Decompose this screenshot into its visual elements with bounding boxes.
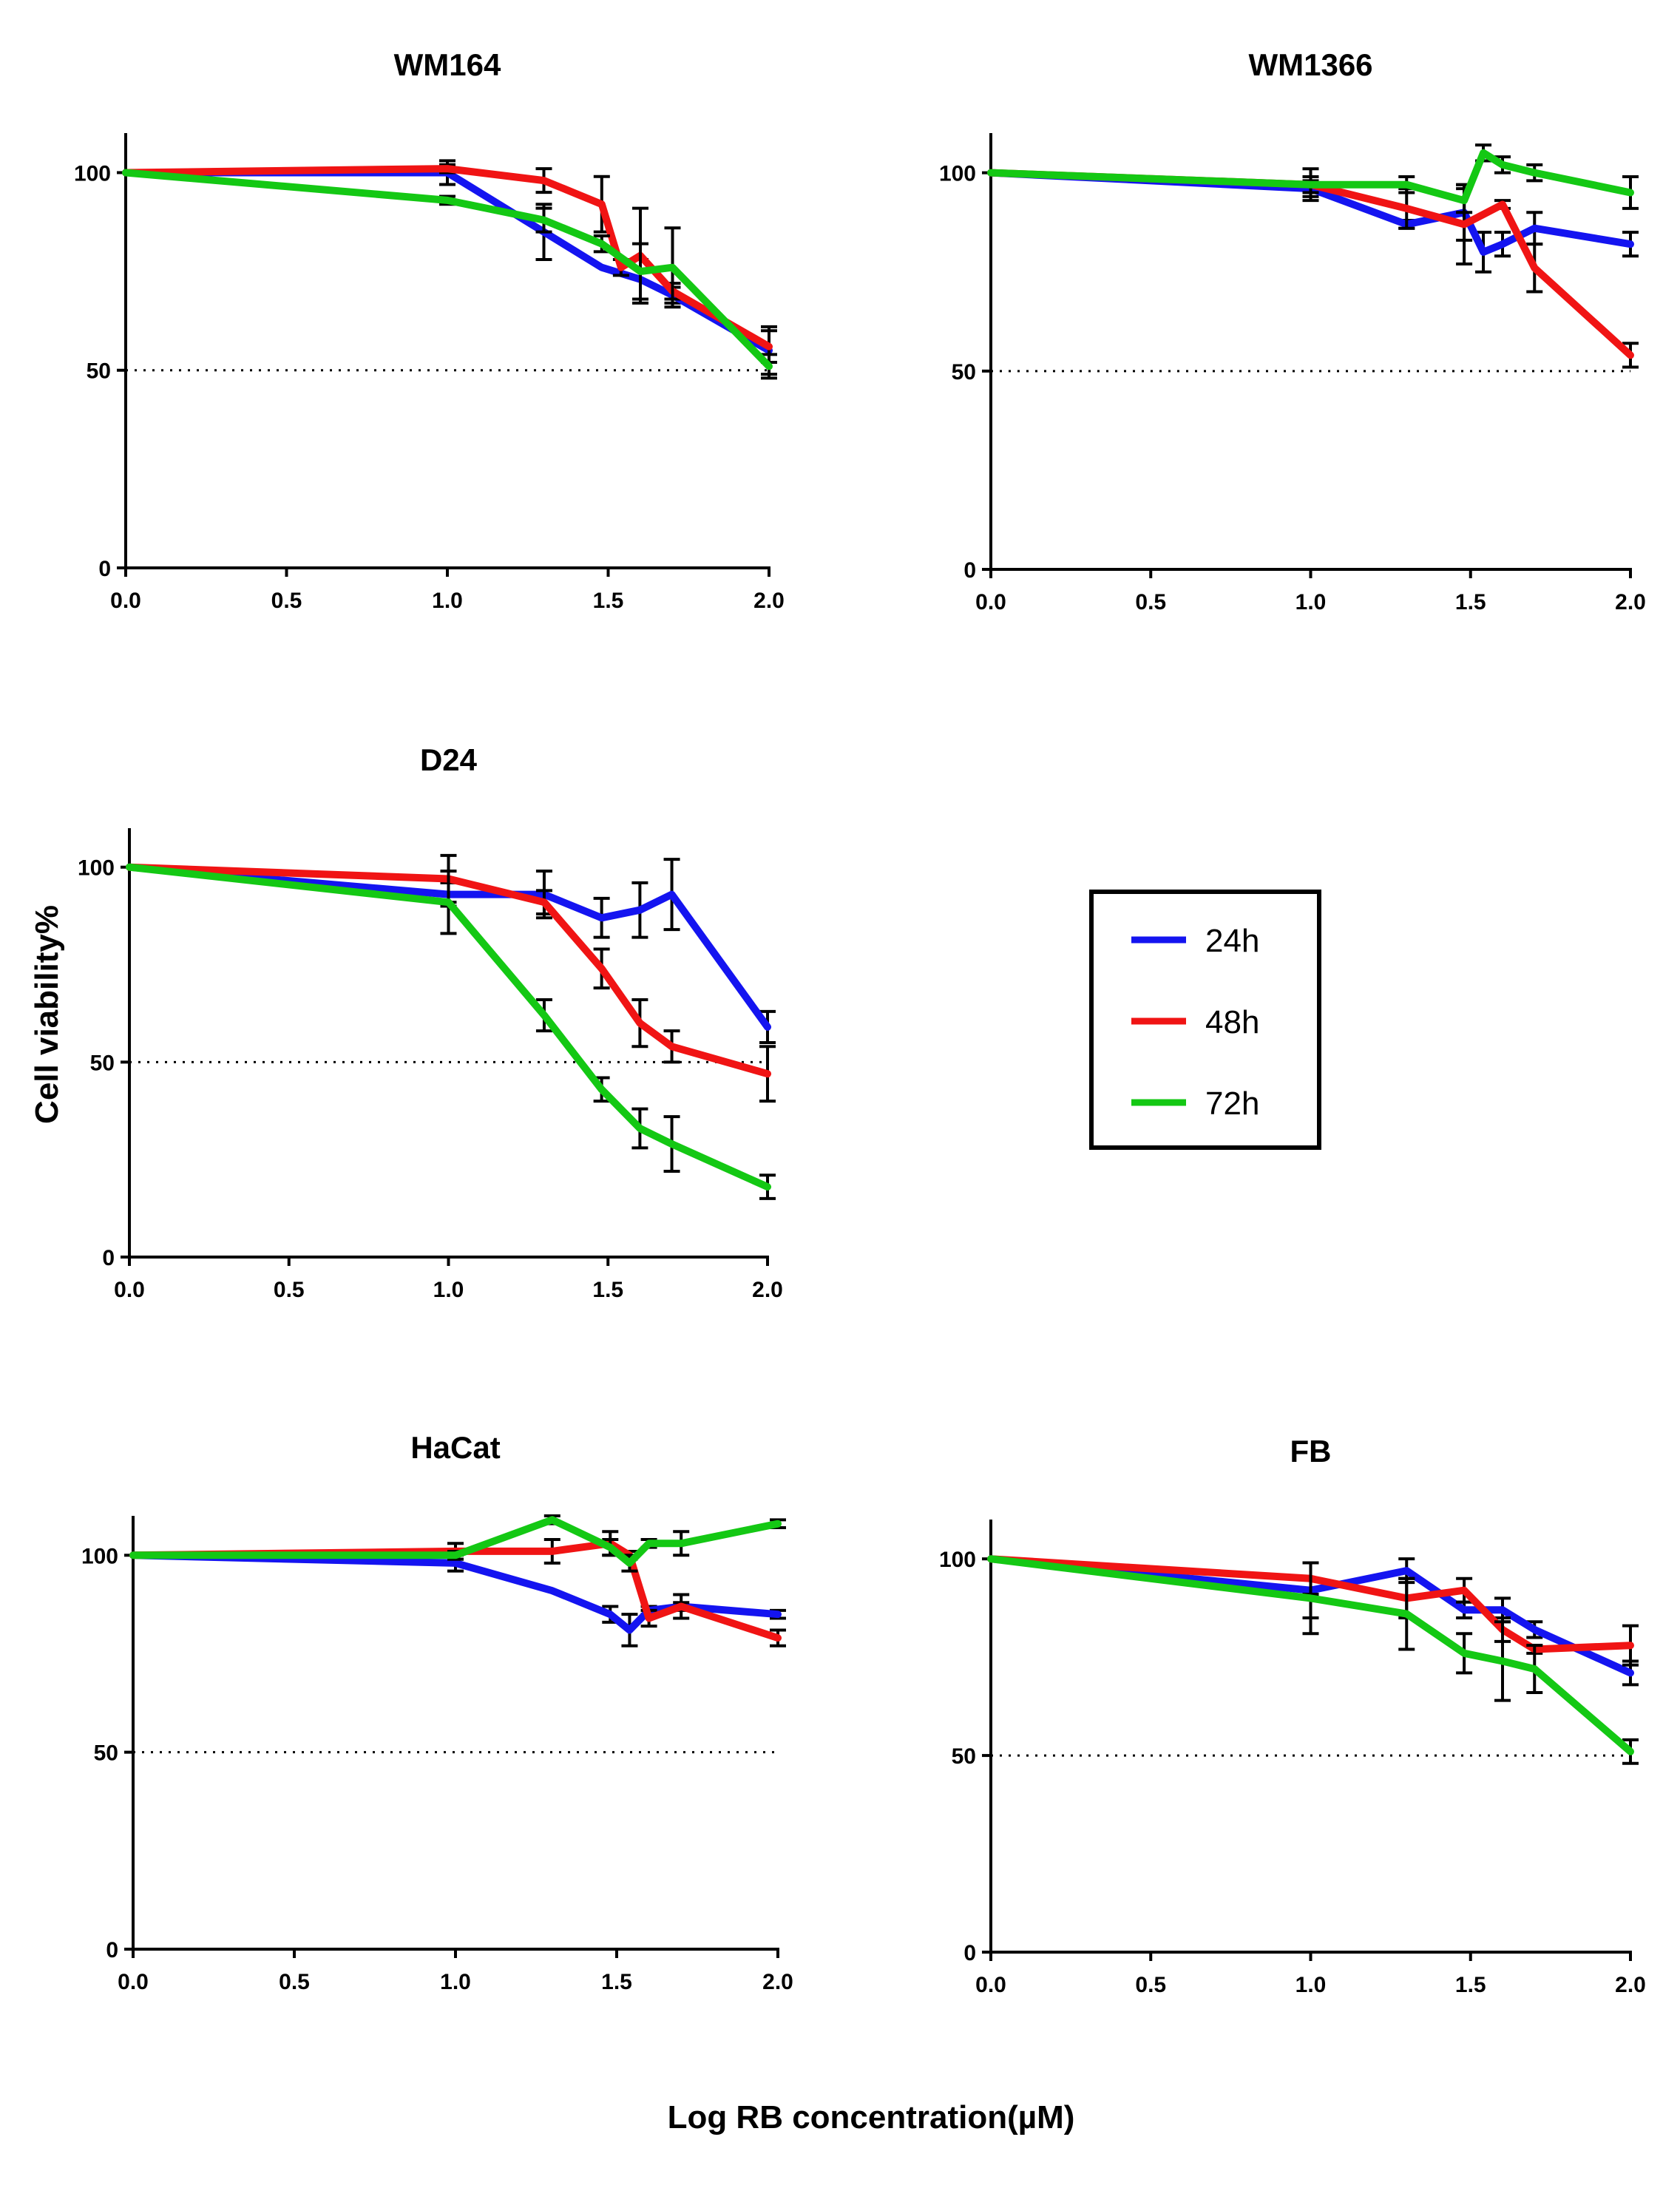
y-tick-label: 50 xyxy=(952,360,976,385)
x-tick-label: 0.5 xyxy=(1135,1973,1166,1997)
x-tick-label: 1.5 xyxy=(1455,590,1486,614)
series-48h xyxy=(987,167,1639,369)
panel-title-wm164: WM164 xyxy=(394,47,501,82)
panel-wm1366: WM1366 0.0 0.5 1.0 1.5 2.0 0 50 100 xyxy=(939,47,1646,614)
x-tick-label: 2.0 xyxy=(1615,1973,1646,1997)
y-tick-label: 50 xyxy=(952,1744,976,1769)
panel-title-hacat: HaCat xyxy=(410,1430,500,1465)
x-tick-label: 1.0 xyxy=(440,1970,471,1994)
series-72h xyxy=(126,863,776,1200)
y-tick-label: 0 xyxy=(102,1246,115,1270)
series-line-72h xyxy=(987,1555,1634,1755)
panel-hacat: HaCat 0.0 0.5 1.0 1.5 2.0 0 50 100 xyxy=(81,1430,793,1994)
x-tick-label: 1.5 xyxy=(592,1278,623,1302)
series-72h xyxy=(122,169,777,380)
y-tick-label: 50 xyxy=(94,1741,118,1766)
panel-title-fb: FB xyxy=(1290,1434,1332,1469)
legend-label-48h: 48h xyxy=(1205,1004,1259,1040)
series-48h xyxy=(987,1555,1639,1667)
series-72h xyxy=(987,1555,1639,1765)
x-tick-label: 0.0 xyxy=(114,1278,145,1302)
x-tick-label: 0.0 xyxy=(975,590,1006,614)
legend: 24h 48h 72h xyxy=(1089,890,1321,1150)
series-line-24h xyxy=(987,169,1634,256)
x-tick-label: 0.5 xyxy=(279,1970,310,1994)
y-tick-label: 100 xyxy=(939,162,976,186)
panel-fb: FB 0.0 0.5 1.0 1.5 2.0 0 50 100 xyxy=(939,1434,1646,1997)
panel-title-d24: D24 xyxy=(420,742,478,777)
y-tick-label: 0 xyxy=(963,1941,976,1965)
panel-title-wm1366: WM1366 xyxy=(1248,47,1372,82)
x-tick-label: 1.0 xyxy=(432,589,463,613)
x-tick-label: 2.0 xyxy=(1615,590,1646,614)
series-line-72h xyxy=(122,169,773,370)
x-tick-label: 0.0 xyxy=(118,1970,149,1994)
panel-d24: D24 0.0 0.5 1.0 1.5 2.0 0 50 100 xyxy=(78,742,783,1302)
y-tick-label: 0 xyxy=(963,558,976,583)
x-tick-label: 0.5 xyxy=(1135,590,1166,614)
series-24h xyxy=(129,1551,786,1647)
series-72h xyxy=(987,143,1639,214)
series-line-72h xyxy=(126,863,771,1191)
x-tick-label: 2.0 xyxy=(762,1970,793,1994)
x-axis-title: Log RB concentration(µM) xyxy=(668,2099,1075,2135)
x-tick-label: 1.0 xyxy=(433,1278,464,1302)
x-tick-label: 1.0 xyxy=(1295,590,1327,614)
panel-wm164: WM164 0.0 0.5 1.0 1.5 2.0 0 50 100 xyxy=(74,47,785,613)
y-tick-label: 0 xyxy=(106,1938,118,1962)
x-tick-label: 0.5 xyxy=(271,589,302,613)
x-tick-label: 1.5 xyxy=(1455,1973,1486,1997)
series-72h xyxy=(129,1514,786,1573)
y-tick-label: 100 xyxy=(939,1548,976,1572)
x-tick-label: 2.0 xyxy=(753,589,785,613)
y-tick-label: 100 xyxy=(81,1544,118,1568)
series-line-48h xyxy=(122,165,773,350)
y-tick-label: 100 xyxy=(78,856,115,881)
series-line-72h xyxy=(987,149,1634,205)
y-axis-title: Cell viability% xyxy=(29,905,65,1124)
legend-label-24h: 24h xyxy=(1205,923,1259,959)
y-tick-label: 0 xyxy=(98,557,111,581)
x-tick-label: 0.0 xyxy=(975,1973,1006,1997)
y-tick-label: 100 xyxy=(74,161,111,186)
series-line-72h xyxy=(129,1516,782,1567)
series-24h xyxy=(126,858,776,1044)
x-tick-label: 0.5 xyxy=(274,1278,305,1302)
x-tick-label: 0.0 xyxy=(110,589,141,613)
series-24h xyxy=(122,159,777,376)
series-48h xyxy=(129,1530,786,1647)
x-tick-label: 1.5 xyxy=(593,589,624,613)
y-tick-label: 50 xyxy=(87,359,111,384)
series-48h xyxy=(122,163,777,365)
legend-box xyxy=(1089,890,1321,1150)
y-tick-label: 50 xyxy=(90,1051,115,1075)
panels: WM164 0.0 0.5 1.0 1.5 2.0 0 50 100 WM1366 0.0 0.5 1.… xyxy=(74,47,1646,1997)
x-tick-label: 2.0 xyxy=(752,1278,783,1302)
x-tick-label: 1.0 xyxy=(1295,1973,1327,1997)
x-tick-label: 1.5 xyxy=(601,1970,632,1994)
legend-label-72h: 72h xyxy=(1205,1085,1259,1122)
